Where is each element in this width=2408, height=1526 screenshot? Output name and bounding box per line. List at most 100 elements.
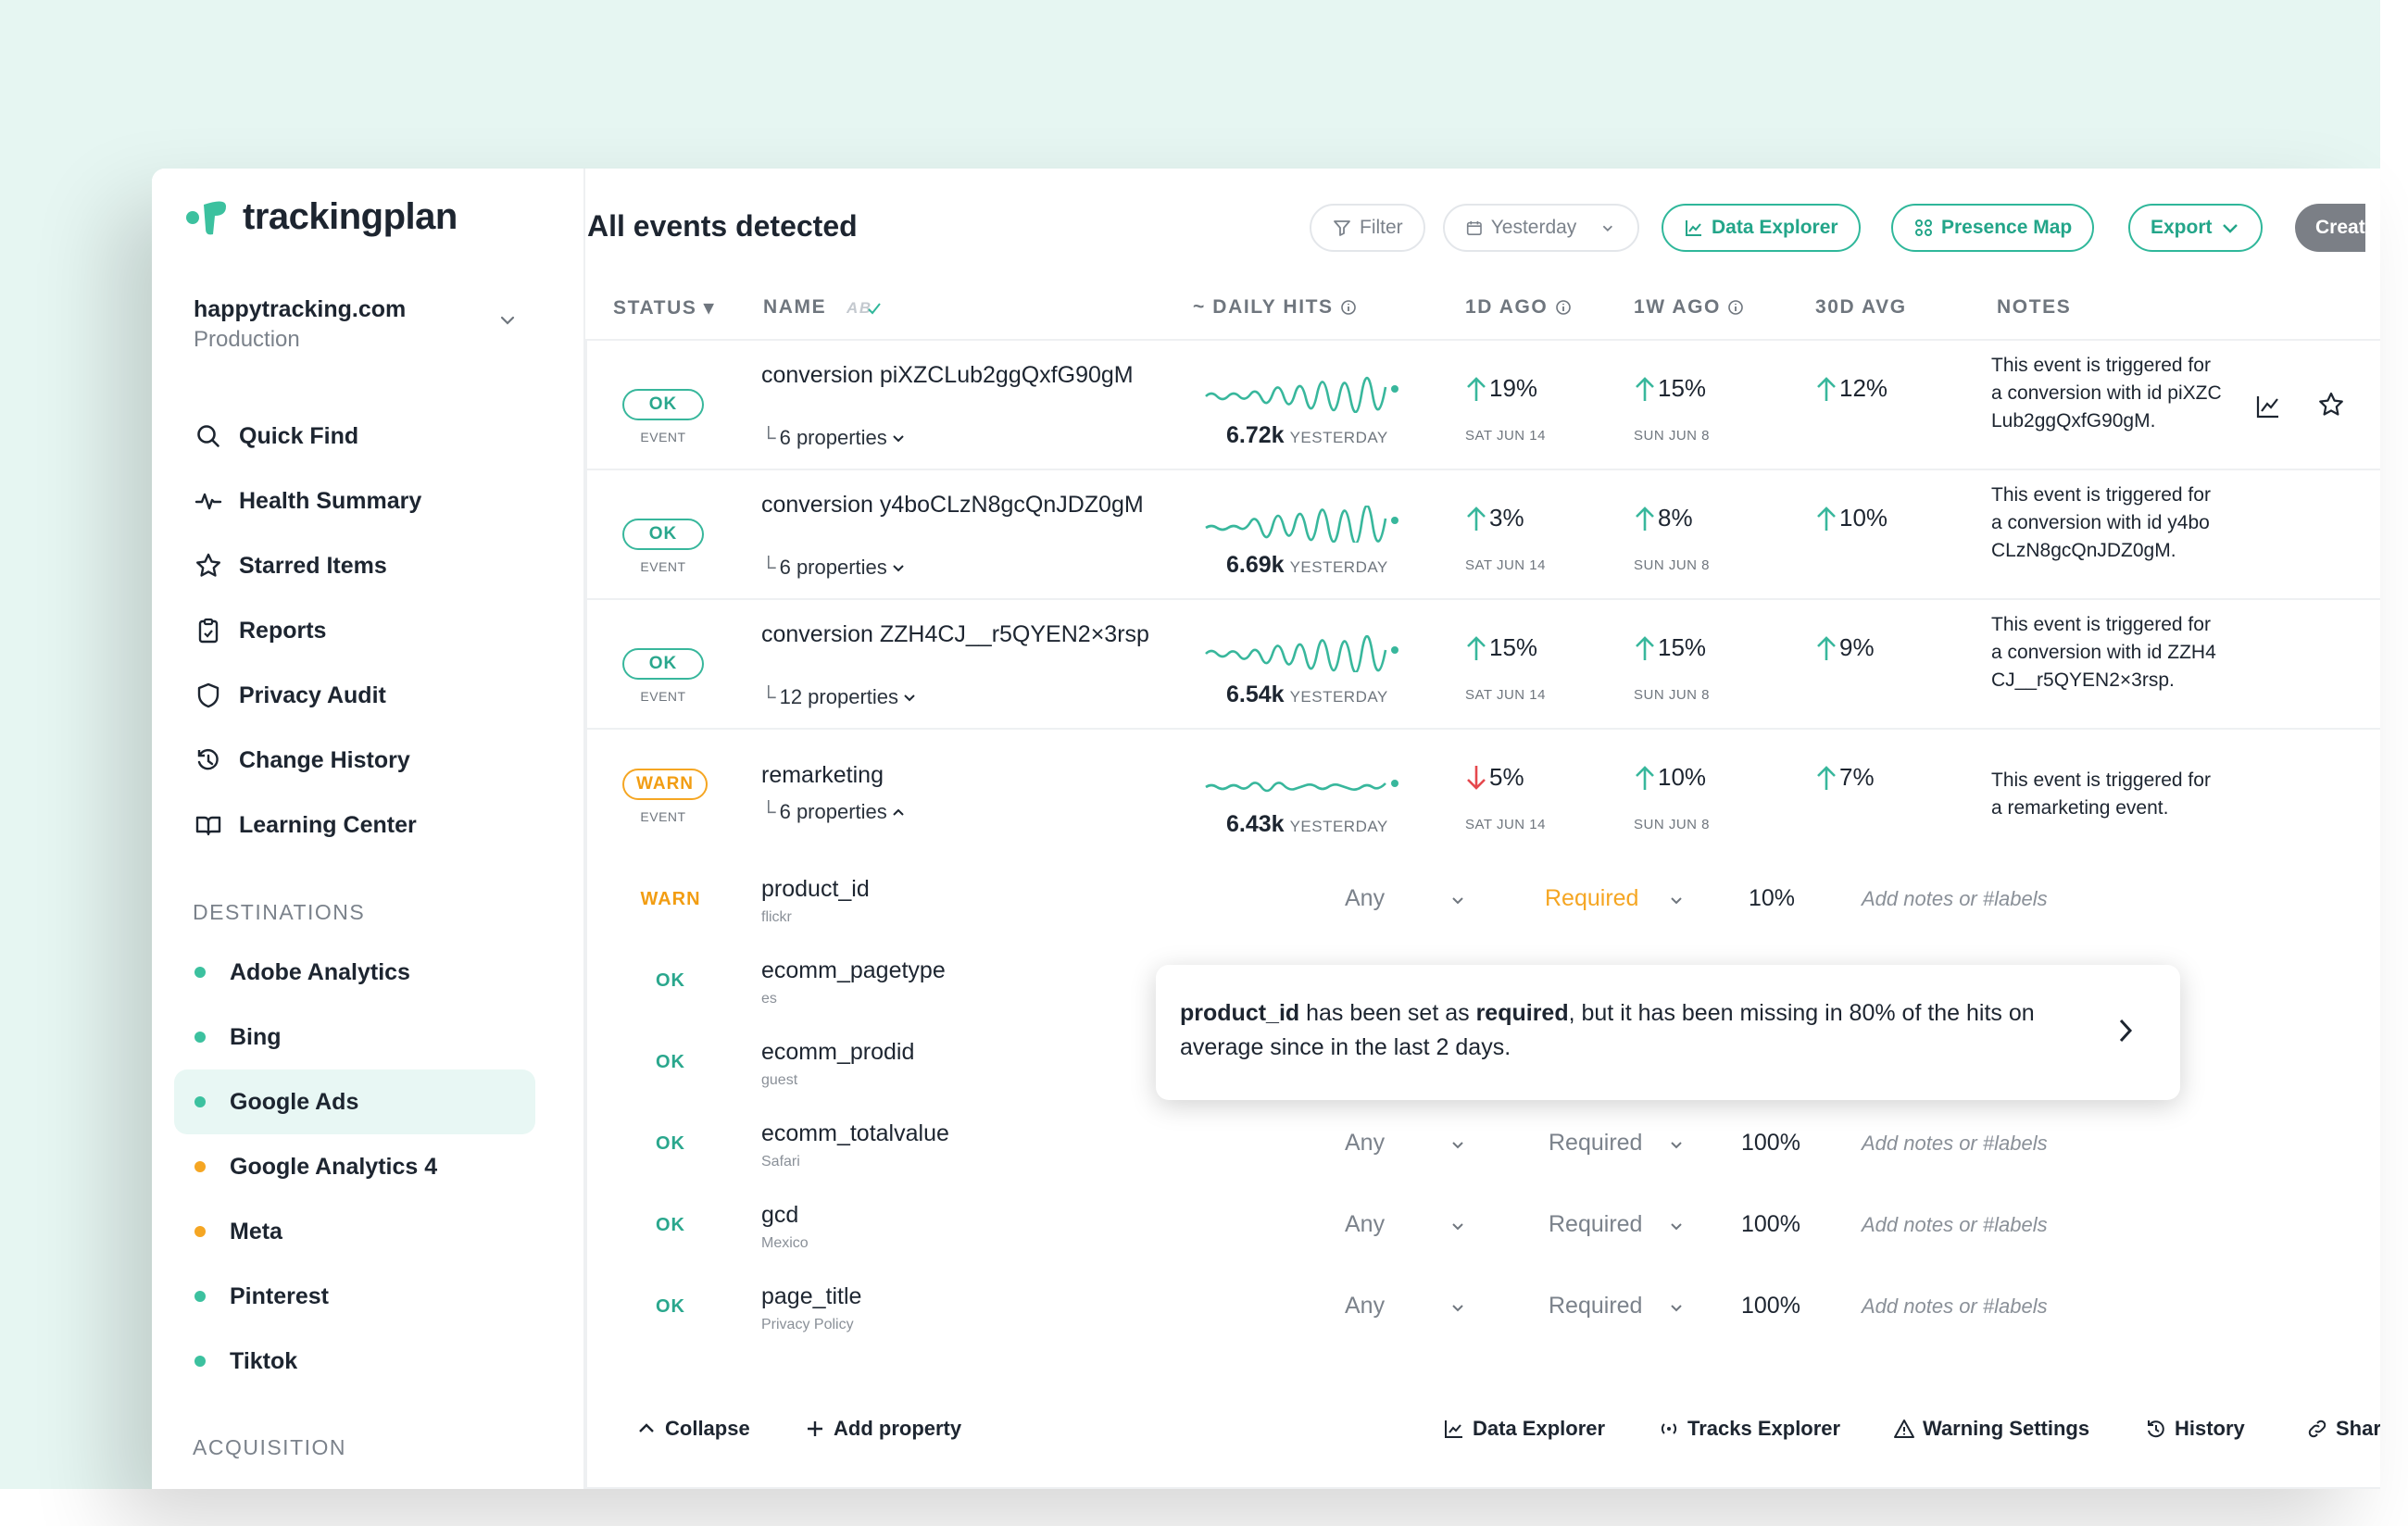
property-row[interactable]: WARN product_id flickr Any Required 10% … bbox=[587, 859, 2380, 941]
chevron-down-icon[interactable] bbox=[496, 309, 519, 331]
star-icon[interactable] bbox=[2317, 391, 2345, 419]
share-label: Shar bbox=[2336, 1417, 2380, 1440]
requirement-select[interactable]: Required bbox=[1549, 1293, 1643, 1319]
data-explorer-button[interactable]: Data Explorer bbox=[1662, 204, 1861, 252]
export-button[interactable]: Export bbox=[2128, 204, 2263, 252]
presence-map-button[interactable]: Presence Map bbox=[1891, 204, 2095, 252]
properties-toggle[interactable]: └ 6 properties bbox=[761, 426, 906, 450]
column-label: NAME bbox=[763, 296, 827, 318]
type-select[interactable]: Any bbox=[1345, 1130, 1386, 1156]
property-row[interactable]: OK ecomm_pagetype es bbox=[587, 941, 2380, 1022]
brand-logo[interactable]: trackingplan bbox=[185, 196, 458, 238]
info-icon bbox=[1555, 300, 1571, 316]
filter-button[interactable]: Filter bbox=[1310, 204, 1425, 252]
chevron-down-icon[interactable] bbox=[1667, 1217, 1686, 1235]
properties-toggle[interactable]: └ 6 properties bbox=[761, 800, 906, 824]
delta-1d: 5% bbox=[1465, 763, 1524, 792]
table-row[interactable]: OK EVENT conversion y4boCLzN8gcQnJDZ0gM … bbox=[587, 470, 2380, 600]
data-explorer-label: Data Explorer bbox=[1473, 1417, 1606, 1440]
nav-label: Change History bbox=[239, 746, 410, 773]
table-row[interactable]: WARN EVENT remarketing └ 6 properties 6.4… bbox=[587, 730, 2380, 859]
chevron-down-icon[interactable] bbox=[1449, 1135, 1467, 1154]
presence-percent: 10% bbox=[1749, 885, 1796, 911]
destination-adobe-analytics[interactable]: Adobe Analytics bbox=[174, 940, 535, 1005]
date-range-select[interactable]: Yesterday bbox=[1443, 204, 1639, 252]
destination-tiktok[interactable]: Tiktok bbox=[174, 1329, 535, 1394]
property-row[interactable]: OK gcd Mexico Any Required 100% Add note… bbox=[587, 1185, 2380, 1267]
chevron-down-icon[interactable] bbox=[1449, 1298, 1467, 1317]
history-button[interactable]: History bbox=[2145, 1417, 2245, 1441]
notes-input[interactable]: Add notes or #labels bbox=[1862, 1213, 2048, 1236]
column-daily-hits[interactable]: ~ DAILY HITS bbox=[1193, 296, 1357, 319]
destination-meta[interactable]: Meta bbox=[174, 1199, 535, 1264]
notes-input[interactable]: Add notes or #labels bbox=[1862, 1132, 2048, 1155]
sort-alpha-icon: AB bbox=[846, 299, 882, 317]
column-label: 1W AGO bbox=[1634, 296, 1721, 318]
nav-item-starred-items[interactable]: Starred Items bbox=[189, 533, 559, 598]
requirement-select[interactable]: Required bbox=[1549, 1130, 1643, 1156]
footer-data-explorer-button[interactable]: Data Explorer bbox=[1443, 1417, 1605, 1441]
delta-value: 5% bbox=[1489, 763, 1524, 791]
event-name[interactable]: conversion y4boCLzN8gcQnJDZ0gM bbox=[761, 492, 1144, 518]
collapse-button[interactable]: Collapse bbox=[635, 1417, 750, 1441]
status-dot bbox=[194, 1032, 206, 1043]
property-row[interactable]: OK page_title Privacy Policy Any Require… bbox=[587, 1267, 2380, 1348]
table-row[interactable]: OK EVENT conversion piXZCLub2ggQxfG90gM … bbox=[587, 341, 2380, 470]
destination-bing[interactable]: Bing bbox=[174, 1005, 535, 1069]
event-name[interactable]: remarketing bbox=[761, 762, 884, 788]
properties-toggle[interactable]: └ 12 properties bbox=[761, 685, 917, 709]
column-label: STATUS bbox=[613, 297, 697, 319]
chevron-down-icon[interactable] bbox=[1449, 1217, 1467, 1235]
chevron-down-icon[interactable] bbox=[1667, 1298, 1686, 1317]
event-name[interactable]: conversion ZZH4CJ__r5QYEN2×3rsp bbox=[761, 621, 1149, 647]
chevron-up-icon bbox=[639, 1423, 654, 1432]
event-name[interactable]: conversion piXZCLub2ggQxfG90gM bbox=[761, 362, 1134, 388]
delta-1w: 10% bbox=[1634, 763, 1706, 792]
requirement-select[interactable]: Required bbox=[1545, 885, 1639, 911]
destination-google-ads[interactable]: Google Ads bbox=[174, 1069, 535, 1134]
delta-date: SUN JUN 8 bbox=[1634, 428, 1711, 444]
column-1d-ago[interactable]: 1D AGO bbox=[1465, 296, 1572, 319]
nav-item-learning-center[interactable]: Learning Center bbox=[189, 793, 559, 857]
nav-item-quick-find[interactable]: Quick Find bbox=[189, 404, 559, 469]
nav-item-privacy-audit[interactable]: Privacy Audit bbox=[189, 663, 559, 728]
nav-item-change-history[interactable]: Change History bbox=[189, 728, 559, 793]
chevron-down-icon[interactable] bbox=[1667, 1135, 1686, 1154]
destination-pinterest[interactable]: Pinterest bbox=[174, 1264, 535, 1329]
acquisition-heading: ACQUISITION bbox=[193, 1435, 347, 1459]
share-button[interactable]: Shar bbox=[2306, 1417, 2380, 1441]
properties-toggle[interactable]: └ 6 properties bbox=[761, 556, 906, 580]
chevron-down-icon bbox=[893, 565, 904, 572]
column-name[interactable]: NAME AB bbox=[763, 296, 887, 319]
broadcast-icon bbox=[1661, 1423, 1677, 1434]
chart-icon[interactable] bbox=[2254, 393, 2282, 420]
add-property-button[interactable]: Add property bbox=[804, 1417, 961, 1441]
grid-dots-icon bbox=[1915, 219, 1932, 236]
type-select[interactable]: Any bbox=[1345, 1293, 1386, 1319]
tracks-explorer-button[interactable]: Tracks Explorer bbox=[1658, 1417, 1840, 1441]
history-label: History bbox=[2175, 1417, 2245, 1440]
site-selector[interactable]: happytracking.com Production bbox=[194, 296, 406, 353]
chevron-down-icon[interactable] bbox=[1667, 891, 1686, 909]
requirement-select[interactable]: Required bbox=[1549, 1211, 1643, 1237]
type-select[interactable]: Any bbox=[1345, 1211, 1386, 1237]
property-row[interactable]: OK ecomm_totalvalue Safari Any Required … bbox=[587, 1104, 2380, 1185]
chevron-down-icon bbox=[1603, 225, 1613, 231]
table-row[interactable]: OK EVENT conversion ZZH4CJ__r5QYEN2×3rsp… bbox=[587, 600, 2380, 730]
notes-input[interactable]: Add notes or #labels bbox=[1862, 887, 2048, 910]
column-label: ~ DAILY HITS bbox=[1193, 296, 1334, 318]
chevron-right-icon[interactable] bbox=[2113, 1015, 2138, 1046]
missing-property-tooltip[interactable]: product_id has been set as required, but… bbox=[1156, 965, 2180, 1100]
column-30d-avg[interactable]: 30D AVG bbox=[1815, 296, 1907, 319]
nav-item-health-summary[interactable]: Health Summary bbox=[189, 469, 559, 533]
create-button[interactable]: Creat bbox=[2295, 204, 2365, 252]
column-1w-ago[interactable]: 1W AGO bbox=[1634, 296, 1744, 319]
column-status[interactable]: STATUS ▾ bbox=[613, 297, 716, 319]
warning-settings-button[interactable]: Warning Settings bbox=[1893, 1417, 2089, 1441]
property-row[interactable]: OK ecomm_prodid guest bbox=[587, 1022, 2380, 1104]
nav-item-reports[interactable]: Reports bbox=[189, 598, 559, 663]
notes-input[interactable]: Add notes or #labels bbox=[1862, 1295, 2048, 1318]
type-select[interactable]: Any bbox=[1345, 885, 1386, 911]
chevron-down-icon[interactable] bbox=[1449, 891, 1467, 909]
destination-google-analytics-4[interactable]: Google Analytics 4 bbox=[174, 1134, 535, 1199]
